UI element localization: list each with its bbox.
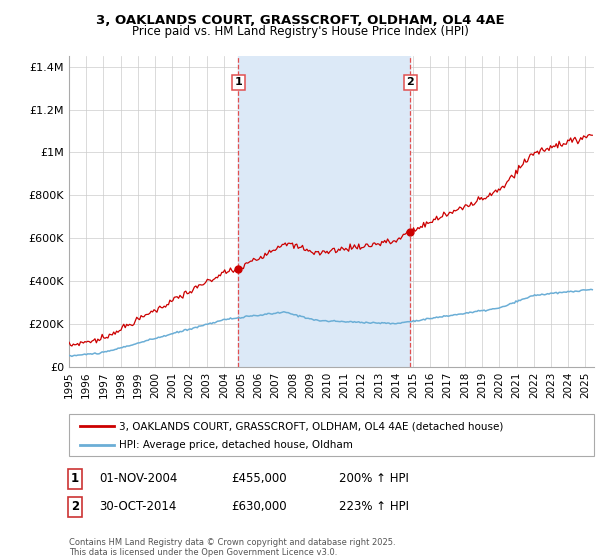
- Text: 30-OCT-2014: 30-OCT-2014: [99, 500, 176, 514]
- Text: £455,000: £455,000: [231, 472, 287, 486]
- Text: HPI: Average price, detached house, Oldham: HPI: Average price, detached house, Oldh…: [119, 440, 353, 450]
- Text: Contains HM Land Registry data © Crown copyright and database right 2025.
This d: Contains HM Land Registry data © Crown c…: [69, 538, 395, 557]
- Text: 2: 2: [406, 77, 414, 87]
- Text: 2: 2: [71, 500, 79, 514]
- Text: 200% ↑ HPI: 200% ↑ HPI: [339, 472, 409, 486]
- Text: 3, OAKLANDS COURT, GRASSCROFT, OLDHAM, OL4 4AE (detached house): 3, OAKLANDS COURT, GRASSCROFT, OLDHAM, O…: [119, 421, 503, 431]
- Text: 223% ↑ HPI: 223% ↑ HPI: [339, 500, 409, 514]
- Text: £630,000: £630,000: [231, 500, 287, 514]
- Bar: [238, 56, 410, 367]
- FancyBboxPatch shape: [69, 414, 594, 456]
- Text: Price paid vs. HM Land Registry's House Price Index (HPI): Price paid vs. HM Land Registry's House …: [131, 25, 469, 38]
- Text: 01-NOV-2004: 01-NOV-2004: [99, 472, 178, 486]
- Text: 1: 1: [235, 77, 242, 87]
- Text: 1: 1: [71, 472, 79, 486]
- Text: 3, OAKLANDS COURT, GRASSCROFT, OLDHAM, OL4 4AE: 3, OAKLANDS COURT, GRASSCROFT, OLDHAM, O…: [95, 14, 505, 27]
